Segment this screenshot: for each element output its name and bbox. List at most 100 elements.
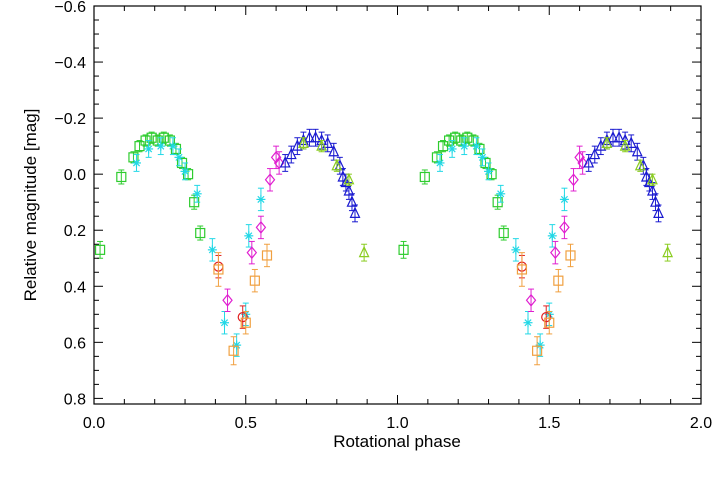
asterisk-marker <box>207 245 217 255</box>
data-point <box>398 240 409 259</box>
series-magenta-diamonds <box>222 145 588 313</box>
y-tick-label: −0.4 <box>54 55 86 72</box>
data-point <box>613 128 625 147</box>
data-point <box>279 154 291 172</box>
data-point <box>619 139 631 153</box>
triangle-marker <box>613 130 625 143</box>
triangle-marker <box>646 172 658 185</box>
square-marker <box>553 275 564 286</box>
data-point <box>331 158 343 172</box>
data-point <box>568 168 579 192</box>
data-point <box>168 137 178 156</box>
data-point <box>477 148 487 167</box>
data-point <box>256 187 266 212</box>
asterisk-marker <box>447 144 457 154</box>
data-point <box>222 288 233 313</box>
x-tick-label: 2.0 <box>690 415 712 432</box>
square-marker <box>398 244 409 255</box>
data-point <box>435 154 445 172</box>
square-marker <box>228 345 239 356</box>
square-marker <box>182 169 194 180</box>
square-marker <box>544 317 555 328</box>
triangle-marker <box>346 195 358 207</box>
data-point <box>285 145 297 164</box>
triangle-marker <box>662 245 674 258</box>
asterisk-marker <box>484 166 494 176</box>
asterisk-marker <box>559 194 569 204</box>
diamond-marker <box>264 173 276 187</box>
data-point <box>192 184 202 203</box>
square-marker <box>116 171 127 183</box>
data-point <box>131 154 141 172</box>
diamond-marker <box>559 220 570 234</box>
diamond-marker <box>273 156 285 170</box>
data-point <box>559 215 570 240</box>
asterisk-marker <box>477 152 487 162</box>
triangle-marker <box>653 206 664 219</box>
data-point <box>297 136 309 150</box>
asterisk-marker <box>168 141 178 151</box>
data-point <box>207 238 217 262</box>
triangle-marker <box>619 139 631 151</box>
asterisk-marker <box>523 318 533 328</box>
diamond-marker <box>550 246 561 260</box>
x-axis-title: Rotational phase <box>333 432 461 451</box>
data-point <box>550 240 561 265</box>
data-point <box>358 243 370 262</box>
triangle-marker <box>640 170 652 182</box>
data-point <box>180 162 190 181</box>
data-point <box>264 168 276 192</box>
data-point <box>601 136 613 150</box>
data-point <box>195 225 206 241</box>
triangle-marker <box>310 130 322 143</box>
triangle-marker <box>650 195 661 207</box>
data-point <box>565 243 576 268</box>
data-point <box>316 139 328 153</box>
series-cyan-asterisks <box>131 137 569 357</box>
data-point <box>541 305 552 329</box>
y-tick-label: −0.6 <box>54 0 86 16</box>
data-point <box>349 204 361 223</box>
data-point <box>525 288 537 313</box>
square-marker <box>456 135 467 146</box>
x-tick-label: 0.5 <box>235 415 257 432</box>
y-tick-labels: −0.6 −0.4 −0.2 0.0 0.2 0.4 0.6 0.8 <box>54 0 86 408</box>
square-marker <box>213 264 224 275</box>
data-point <box>577 151 588 175</box>
circle-marker <box>237 312 248 323</box>
data-point <box>228 336 239 366</box>
triangle-marker <box>328 144 340 157</box>
diamond-marker <box>222 293 233 307</box>
square-marker <box>419 171 430 183</box>
data-point <box>447 140 457 158</box>
data-point <box>310 128 322 147</box>
series-lime-triangles <box>297 136 674 262</box>
data-point <box>653 204 664 223</box>
data-point <box>156 137 166 156</box>
triangle-marker <box>279 156 291 168</box>
data-point <box>255 215 267 240</box>
data-point <box>484 162 494 181</box>
asterisk-marker <box>459 141 469 151</box>
data-point <box>646 172 658 186</box>
data-point <box>459 137 469 156</box>
data-point <box>322 134 334 153</box>
series-blue-triangles <box>279 128 664 223</box>
data-point <box>471 137 481 156</box>
diamond-marker <box>577 156 588 170</box>
data-point <box>116 169 127 185</box>
data-point <box>583 154 595 172</box>
triangle-marker <box>340 175 352 188</box>
square-marker <box>516 264 528 275</box>
data-point <box>456 134 467 147</box>
data-point <box>213 252 224 287</box>
square-marker <box>152 135 163 146</box>
triangle-marker <box>343 184 355 196</box>
data-point <box>304 128 315 147</box>
series-green-squares <box>94 131 509 259</box>
triangle-marker <box>337 170 349 182</box>
circle-marker <box>541 312 552 323</box>
triangle-marker <box>643 175 655 188</box>
data-point <box>246 240 258 265</box>
